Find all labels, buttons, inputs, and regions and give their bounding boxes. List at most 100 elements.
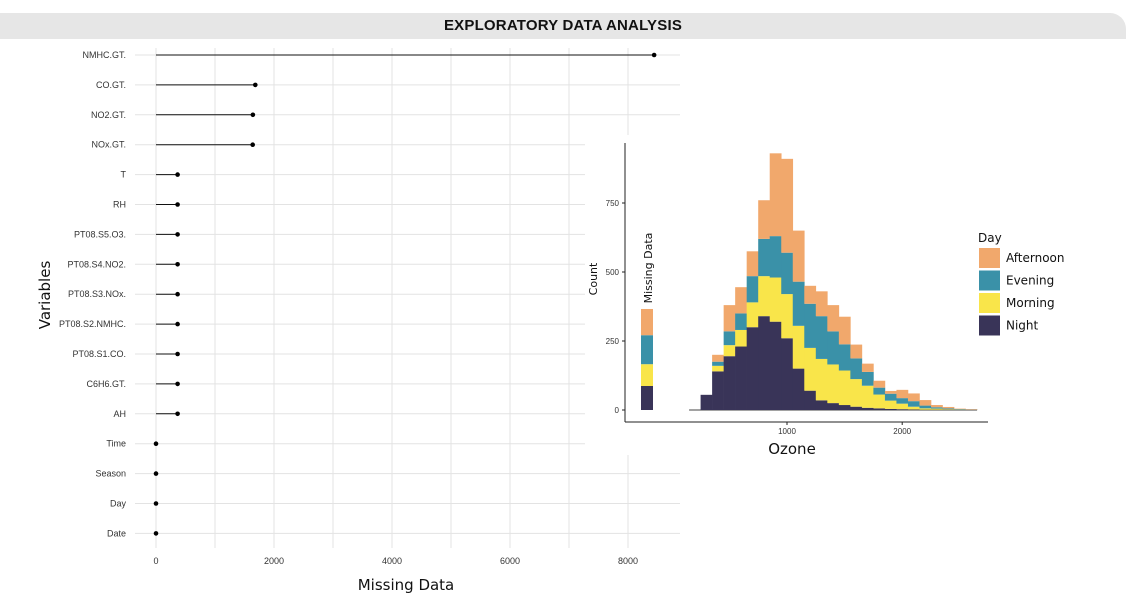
lollipop-category-label: PT08.S4.NO2. <box>67 259 126 269</box>
lollipop-dot <box>175 291 180 297</box>
histogram-bar-afternoon <box>907 393 920 402</box>
histogram-bar-morning <box>758 276 771 317</box>
histogram-bar-afternoon <box>758 200 771 239</box>
missing-bar-morning <box>641 364 653 386</box>
lollipop-dot <box>175 232 180 237</box>
histogram-bar-afternoon <box>827 305 840 332</box>
histogram-bar-afternoon <box>723 305 736 332</box>
lollipop-category-label: CO.GT. <box>96 80 126 90</box>
histogram-bar-afternoon <box>712 354 724 362</box>
histogram-bar-evening <box>873 387 886 395</box>
histogram-bar-afternoon <box>735 287 747 314</box>
histogram-bar-morning <box>827 364 840 404</box>
histogram-bar-evening <box>931 407 943 409</box>
histogram-bar-morning <box>873 394 886 409</box>
histogram-bar-night <box>884 408 897 410</box>
lollipop-dot <box>175 411 180 417</box>
histogram-bar-morning <box>861 385 874 408</box>
histogram-bar-night <box>758 316 771 410</box>
lollipop-category-label: C6H6.GT. <box>86 379 126 389</box>
histogram-bar-night <box>896 409 909 410</box>
lollipop-x-tick-label: 0 <box>153 556 158 566</box>
histogram-bar-afternoon <box>804 285 817 304</box>
histogram-x-tick-label: 1000 <box>778 427 796 436</box>
histogram-bar-night <box>804 390 817 410</box>
histogram-bar-afternoon <box>931 405 943 408</box>
histogram-bar-evening <box>838 344 851 371</box>
histogram-bar-evening <box>850 358 863 380</box>
lollipop-dot <box>250 112 256 118</box>
lollipop-category-label: T <box>121 170 127 180</box>
lollipop-dot <box>175 321 180 327</box>
histogram-bar-afternoon <box>965 409 978 410</box>
histogram-bar-afternoon <box>896 389 909 399</box>
histogram-bar-evening <box>896 398 909 404</box>
legend-label-evening: Evening <box>1006 274 1054 288</box>
histogram-bar-night <box>781 338 794 410</box>
missing-bar-night <box>641 385 653 410</box>
histogram-bar-morning <box>746 302 759 328</box>
histogram-bar-night <box>723 356 736 410</box>
missing-bar-evening <box>641 335 653 365</box>
histogram-bar-afternoon <box>954 408 966 410</box>
legend-swatch-morning <box>979 293 1000 313</box>
lollipop-labels: NMHC.GT. CO.GT. NO2.GT. NOx.GT. T RH PT08.S5.O… <box>59 50 638 566</box>
histogram-bar-afternoon <box>884 390 897 394</box>
lollipop-dot <box>153 441 159 447</box>
lollipop-x-tick-label: 2000 <box>264 556 284 566</box>
histogram-bar-evening <box>907 401 920 407</box>
histogram-legend: Day Afternoon Evening Morning Night <box>978 231 1065 336</box>
histogram-bar-evening <box>884 393 897 401</box>
histogram-bar-evening <box>804 303 817 348</box>
histogram-labels: 0 250 500 750 1000 2000 <box>606 199 912 436</box>
lollipop-dot <box>651 52 657 58</box>
histogram-bar-evening <box>735 313 747 330</box>
lollipop-category-label: Day <box>110 499 127 509</box>
histogram-bar-evening <box>861 371 874 386</box>
lollipop-category-label: Date <box>107 528 126 538</box>
histogram-bar-afternoon <box>873 380 886 388</box>
histogram-y-tick-label: 750 <box>606 199 620 208</box>
legend-title: Day <box>978 231 1002 245</box>
histogram-bar-afternoon <box>792 230 805 282</box>
histogram-bar-night <box>712 371 724 410</box>
histogram-y-axis-title: Count <box>587 262 600 295</box>
histogram-bars <box>641 153 978 410</box>
lollipop-dot <box>153 471 159 476</box>
histogram-bar-evening <box>769 236 782 278</box>
lollipop-category-label: NOx.GT. <box>91 140 126 150</box>
histogram-bar-morning <box>723 345 736 357</box>
histogram-x-tick-label: 2000 <box>893 427 911 436</box>
histogram-bar-morning <box>781 294 794 339</box>
histogram-bar-morning <box>850 379 863 407</box>
histogram-bar-evening <box>815 316 828 359</box>
lollipop-category-label: Time <box>106 439 126 449</box>
histogram-bar-evening <box>781 252 794 295</box>
histogram-bar-night <box>815 400 828 410</box>
histogram-bar-evening <box>746 276 759 303</box>
histogram-y-tick-label: 500 <box>606 268 620 277</box>
histogram-bar-night <box>769 321 782 410</box>
missing-bar-afternoon <box>641 308 653 336</box>
page-title: EXPLORATORY DATA ANALYSIS <box>443 17 683 34</box>
lollipop-category-label: AH <box>113 409 126 419</box>
lollipop-category-label: PT08.S1.CO. <box>72 349 126 359</box>
histogram-bar-morning <box>838 370 851 406</box>
legend-swatch-afternoon <box>979 248 1000 268</box>
histogram-bar-evening <box>723 331 736 346</box>
histogram-bar-night <box>861 407 874 410</box>
lollipop-dot <box>153 501 159 506</box>
histogram-bar-night <box>792 368 805 410</box>
histogram-bar-night <box>850 406 863 410</box>
histogram-x-axis-title: Ozone <box>768 440 816 458</box>
histogram-bar-morning <box>919 408 932 410</box>
title-banner: EXPLORATORY DATA ANALYSIS <box>0 13 1126 39</box>
histogram-bar-morning <box>907 406 920 410</box>
histogram-bar-afternoon <box>942 406 955 409</box>
lollipop-category-label: PT08.S5.O3. <box>74 229 126 239</box>
histogram-bar-morning <box>942 409 955 410</box>
lollipop-category-label: Season <box>95 469 126 479</box>
histogram-bar-night <box>700 394 713 410</box>
histogram-bar-morning <box>769 277 782 322</box>
